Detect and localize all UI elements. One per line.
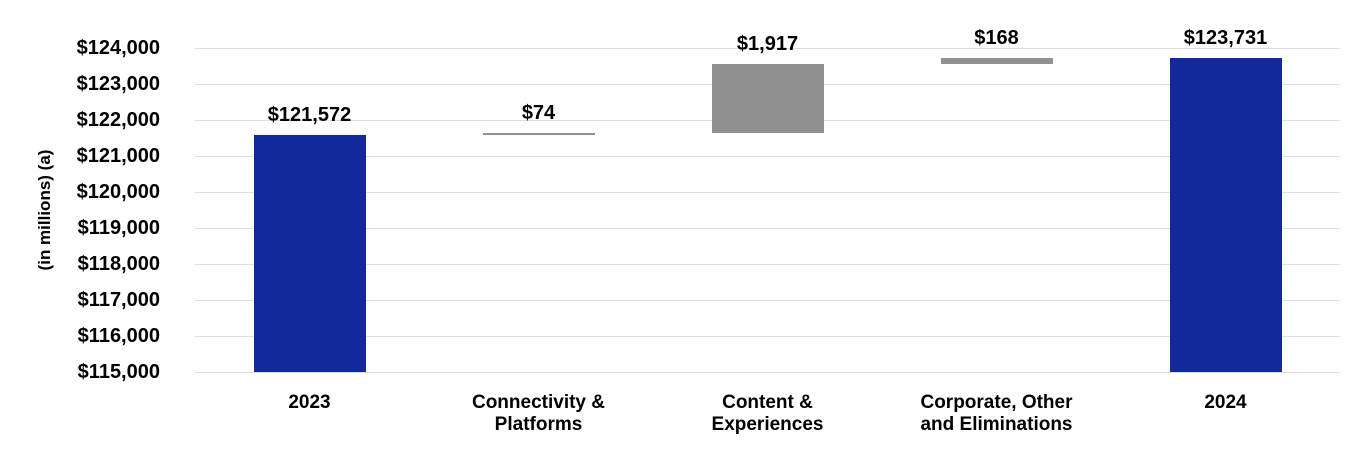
y-tick-label: $119,000 bbox=[77, 217, 160, 239]
data-label: $1,917 bbox=[736, 32, 799, 55]
y-tick-label: $116,000 bbox=[77, 325, 160, 347]
gridline bbox=[195, 191, 1340, 193]
data-label: $168 bbox=[974, 26, 1019, 49]
gridline bbox=[195, 371, 1340, 373]
y-tick-label: $123,000 bbox=[76, 73, 160, 95]
y-tick-label: $120,000 bbox=[76, 181, 160, 203]
gridline bbox=[195, 263, 1340, 265]
gridline bbox=[195, 155, 1340, 157]
gridline bbox=[195, 299, 1340, 301]
bar-content-and-experiences bbox=[711, 63, 824, 133]
y-tick-label: $121,000 bbox=[76, 145, 160, 167]
gridline bbox=[195, 227, 1340, 229]
y-tick-label: $122,000 bbox=[76, 109, 160, 131]
gridline bbox=[195, 335, 1340, 337]
x-category-label: Corporate, Other and Eliminations bbox=[920, 392, 1073, 435]
x-category-label: 2023 bbox=[288, 392, 331, 413]
data-label: $74 bbox=[521, 101, 556, 124]
x-category-label: Content & Experiences bbox=[711, 392, 824, 435]
y-tick-label: $115,000 bbox=[77, 361, 160, 383]
x-category-label: Connectivity & Platforms bbox=[471, 392, 606, 435]
bar-2023 bbox=[253, 135, 366, 372]
y-tick-label: $118,000 bbox=[77, 253, 160, 275]
gridline bbox=[195, 47, 1340, 49]
y-axis-tick-labels: $115,000 $116,000 $117,000 $118,000 $119,000… bbox=[0, 37, 160, 383]
x-category-label: 2024 bbox=[1204, 392, 1247, 413]
y-tick-label: $124,000 bbox=[76, 37, 160, 59]
bar-corporate-other-and-eliminations bbox=[940, 57, 1053, 64]
plot-area: $121,572 $74 $1,917 $168 $123,731 bbox=[195, 27, 1340, 373]
y-tick-label: $117,000 bbox=[77, 289, 160, 311]
bar-2024 bbox=[1169, 57, 1282, 372]
data-label: $123,731 bbox=[1183, 26, 1268, 49]
data-label: $121,572 bbox=[267, 104, 352, 127]
bar-connectivity-and-platforms bbox=[482, 132, 595, 136]
